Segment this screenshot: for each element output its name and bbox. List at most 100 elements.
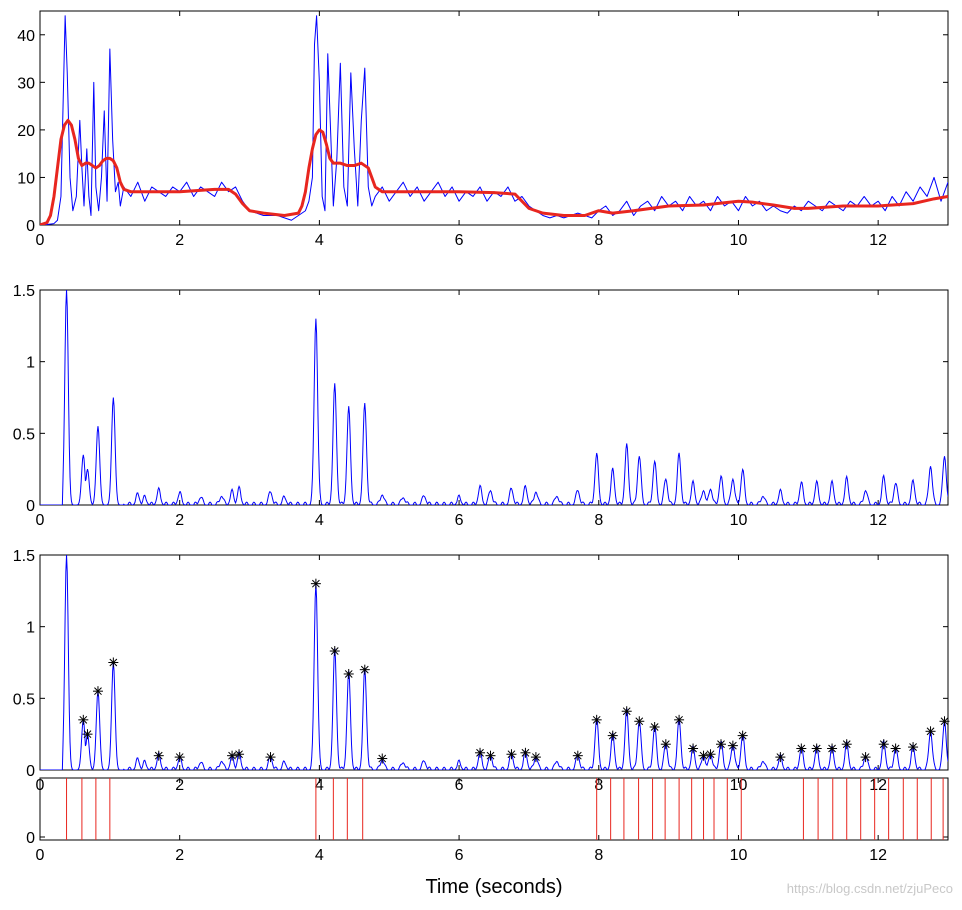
peak-marker: [329, 646, 340, 657]
x-tick-label: 4: [315, 512, 324, 529]
x-tick-label: 6: [455, 847, 464, 864]
y-tick-label: 30: [17, 75, 35, 92]
watermark: https://blog.csdn.net/zjuPeco: [787, 881, 953, 896]
x-tick-label: 6: [455, 232, 464, 249]
peak-marker: [520, 747, 531, 758]
peak-marker: [674, 714, 685, 725]
x-tick-label: 10: [730, 777, 748, 794]
x-tick-label: 8: [594, 232, 603, 249]
peak-marker: [705, 749, 716, 760]
x-tick-label: 10: [730, 847, 748, 864]
series-raw: [40, 15, 948, 225]
x-tick-label: 10: [730, 232, 748, 249]
peak-marker: [227, 750, 238, 761]
peak-marker: [737, 730, 748, 741]
y-tick-label: 0: [26, 218, 35, 235]
axes-frame: [39, 10, 949, 226]
y-tick-label: 0: [26, 763, 35, 780]
peak-marker: [796, 743, 807, 754]
y-tick-label: 40: [17, 28, 35, 45]
x-tick-label: 2: [175, 847, 184, 864]
x-tick-label: 4: [315, 847, 324, 864]
y-tick-label: 0.5: [13, 426, 35, 443]
peak-marker: [727, 740, 738, 751]
x-tick-label: 12: [869, 777, 887, 794]
peak-marker: [660, 739, 671, 750]
peak-marker: [925, 726, 936, 737]
x-tick-label: 8: [594, 512, 603, 529]
peak-marker: [92, 686, 103, 697]
axes-frame: [39, 554, 949, 771]
peak-marker: [811, 743, 822, 754]
panel-onset-times: 0 2 4 6 8 10 12 0 Time (seconds): [26, 777, 949, 898]
y-tick-label: 1.5: [13, 548, 35, 565]
x-tick-label: 8: [594, 777, 603, 794]
peak-marker: [698, 750, 709, 761]
x-tick-label: 6: [455, 777, 464, 794]
peak-marker: [621, 706, 632, 717]
peak-marker: [890, 743, 901, 754]
peak-marker: [475, 747, 486, 758]
y-tick-label: 10: [17, 170, 35, 187]
peak-marker: [939, 716, 950, 727]
x-tick-label: 2: [175, 512, 184, 529]
y-tick-label: 0: [26, 830, 35, 847]
peak-marker: [607, 730, 618, 741]
y-tick-label: 1: [26, 620, 35, 637]
x-axis-label: Time (seconds): [425, 876, 562, 898]
x-tick-label: 6: [455, 512, 464, 529]
peak-marker: [377, 753, 388, 764]
peak-marker: [908, 742, 919, 753]
x-tick-label: 8: [594, 847, 603, 864]
x-tick-label: 2: [175, 777, 184, 794]
x-tick-label: 10: [730, 512, 748, 529]
axes-frame: [39, 289, 949, 506]
peak-marker: [108, 657, 119, 668]
peak-marker: [688, 743, 699, 754]
x-tick-label: 12: [869, 232, 887, 249]
y-tick-label: 20: [17, 123, 35, 140]
x-tick-label: 2: [175, 232, 184, 249]
x-tick-label: 0: [36, 512, 45, 529]
peak-marker: [310, 578, 321, 589]
peak-marker: [153, 750, 164, 761]
series-smoothed: [40, 118, 948, 225]
peak-marker: [530, 752, 541, 763]
peak-marker: [716, 739, 726, 750]
peak-marker: [775, 752, 786, 763]
peak-marker: [506, 749, 517, 760]
series-onset: [40, 290, 948, 505]
peak-marker: [234, 749, 245, 760]
panel-onset-strength: 0 2 4 6 8 10 12 0 0.5 1 1.5: [13, 283, 949, 529]
peak-marker: [634, 716, 645, 727]
peak-marker: [82, 729, 93, 740]
peak-marker: [265, 752, 276, 763]
peak-marker: [485, 750, 496, 761]
peak-marker: [359, 664, 370, 675]
x-tick-label: 12: [869, 847, 887, 864]
x-tick-label: 4: [315, 232, 324, 249]
peak-marker: [343, 668, 354, 679]
peak-marker: [860, 752, 871, 763]
y-tick-label: 0.5: [13, 691, 35, 708]
panel-energy-envelope: 0 2 4 6 8 10 12 0 10 20 30 40: [17, 10, 949, 249]
peak-marker: [827, 743, 838, 754]
series-onset: [40, 555, 948, 770]
y-tick-label: 1.5: [13, 283, 35, 300]
x-tick-label: 12: [869, 512, 887, 529]
y-tick-label: 0: [26, 498, 35, 515]
x-tick-label: 4: [315, 777, 324, 794]
y-tick-label: 1: [26, 355, 35, 372]
peak-marker: [649, 722, 660, 732]
peak-marker: [878, 739, 889, 750]
peak-marker: [841, 739, 852, 750]
peak-marker: [591, 714, 602, 725]
x-tick-label: 0: [36, 232, 45, 249]
peak-marker: [572, 750, 583, 761]
axes-frame: [39, 777, 949, 841]
peak-marker: [78, 714, 89, 725]
x-tick-label: 0: [36, 847, 45, 864]
peak-marker: [174, 752, 185, 763]
